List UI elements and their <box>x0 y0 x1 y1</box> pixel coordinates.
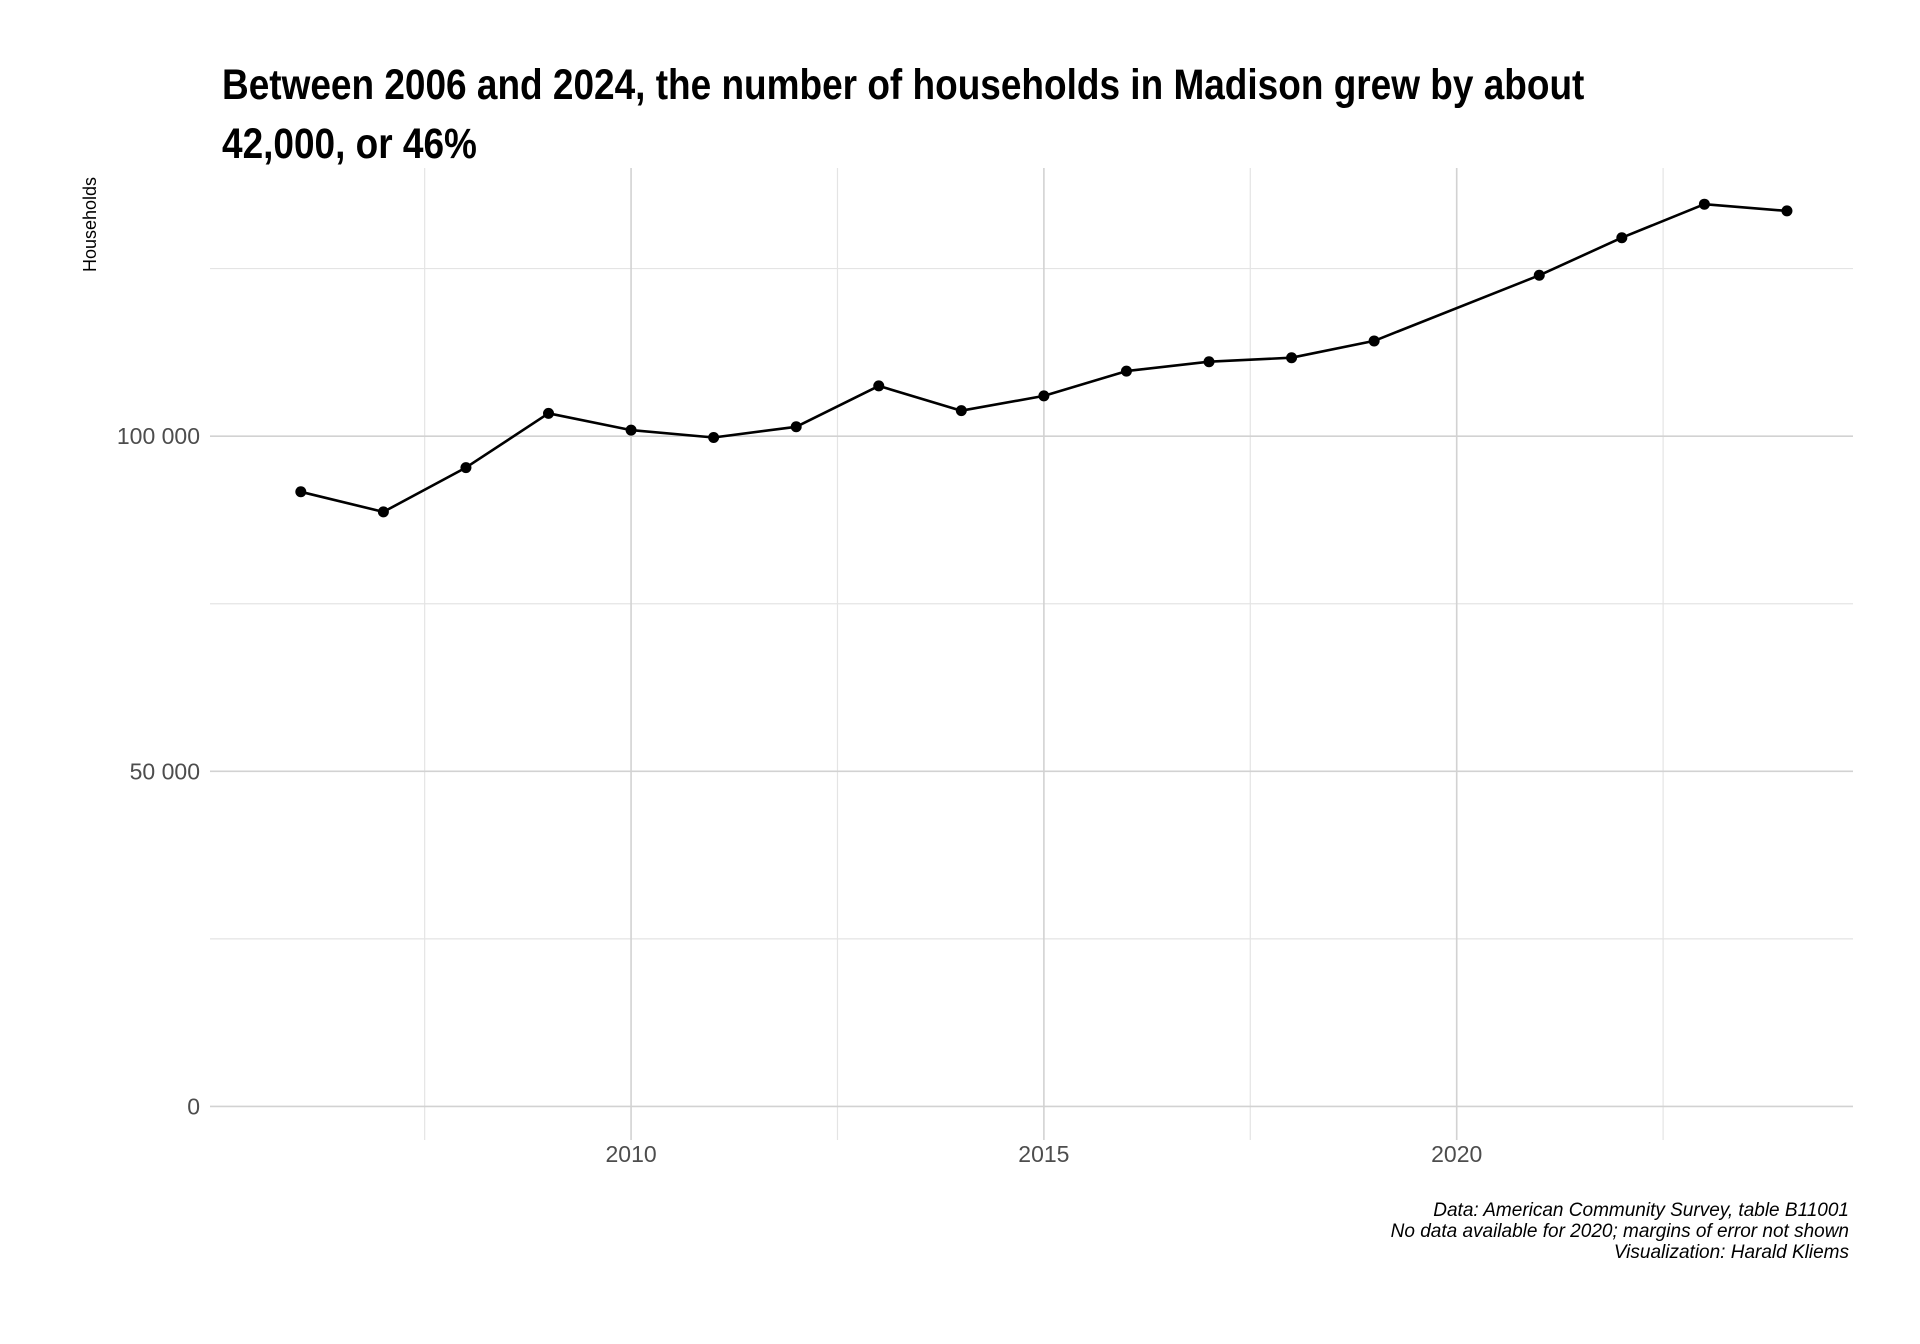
caption-credit: Visualization: Harald Kliems <box>1613 1242 1849 1263</box>
caption-note: No data available for 2020; margins of e… <box>1390 1221 1849 1242</box>
x-tick-label: 2015 <box>1018 1141 1069 1167</box>
data-point <box>708 431 720 443</box>
series-households <box>295 198 1793 518</box>
caption-source: Data: American Community Survey, table B… <box>1433 1200 1849 1221</box>
y-axis-label: Households <box>80 177 100 272</box>
data-point <box>1203 356 1215 368</box>
data-point <box>1533 269 1545 281</box>
data-point <box>1286 352 1298 364</box>
y-tick-label: 0 <box>187 1093 200 1119</box>
data-point <box>955 405 967 417</box>
data-point <box>460 462 472 474</box>
data-point <box>543 407 555 419</box>
data-point <box>295 486 307 498</box>
data-point <box>1038 390 1050 402</box>
data-point <box>1616 232 1628 244</box>
x-tick-label: 2020 <box>1431 1141 1482 1167</box>
x-axis-ticks: 2010 2015 2020 <box>605 1141 1482 1167</box>
data-point <box>1368 335 1380 347</box>
data-point <box>625 424 637 436</box>
gridlines <box>210 168 1853 1140</box>
y-axis-ticks: 0 50 000 100 000 <box>117 423 200 1119</box>
data-point <box>377 506 389 518</box>
data-point <box>790 421 802 433</box>
data-point <box>1698 198 1710 210</box>
chart-title: Between 2006 and 2024, the number of hou… <box>222 61 1585 168</box>
y-tick-label: 50 000 <box>130 758 200 784</box>
data-point <box>873 380 885 392</box>
y-tick-label: 100 000 <box>117 423 200 449</box>
data-point <box>1120 365 1132 377</box>
x-tick-label: 2010 <box>605 1141 656 1167</box>
data-point <box>1781 205 1793 217</box>
series-line <box>300 202 1788 514</box>
chart-caption: Data: American Community Survey, table B… <box>1391 1200 1849 1263</box>
